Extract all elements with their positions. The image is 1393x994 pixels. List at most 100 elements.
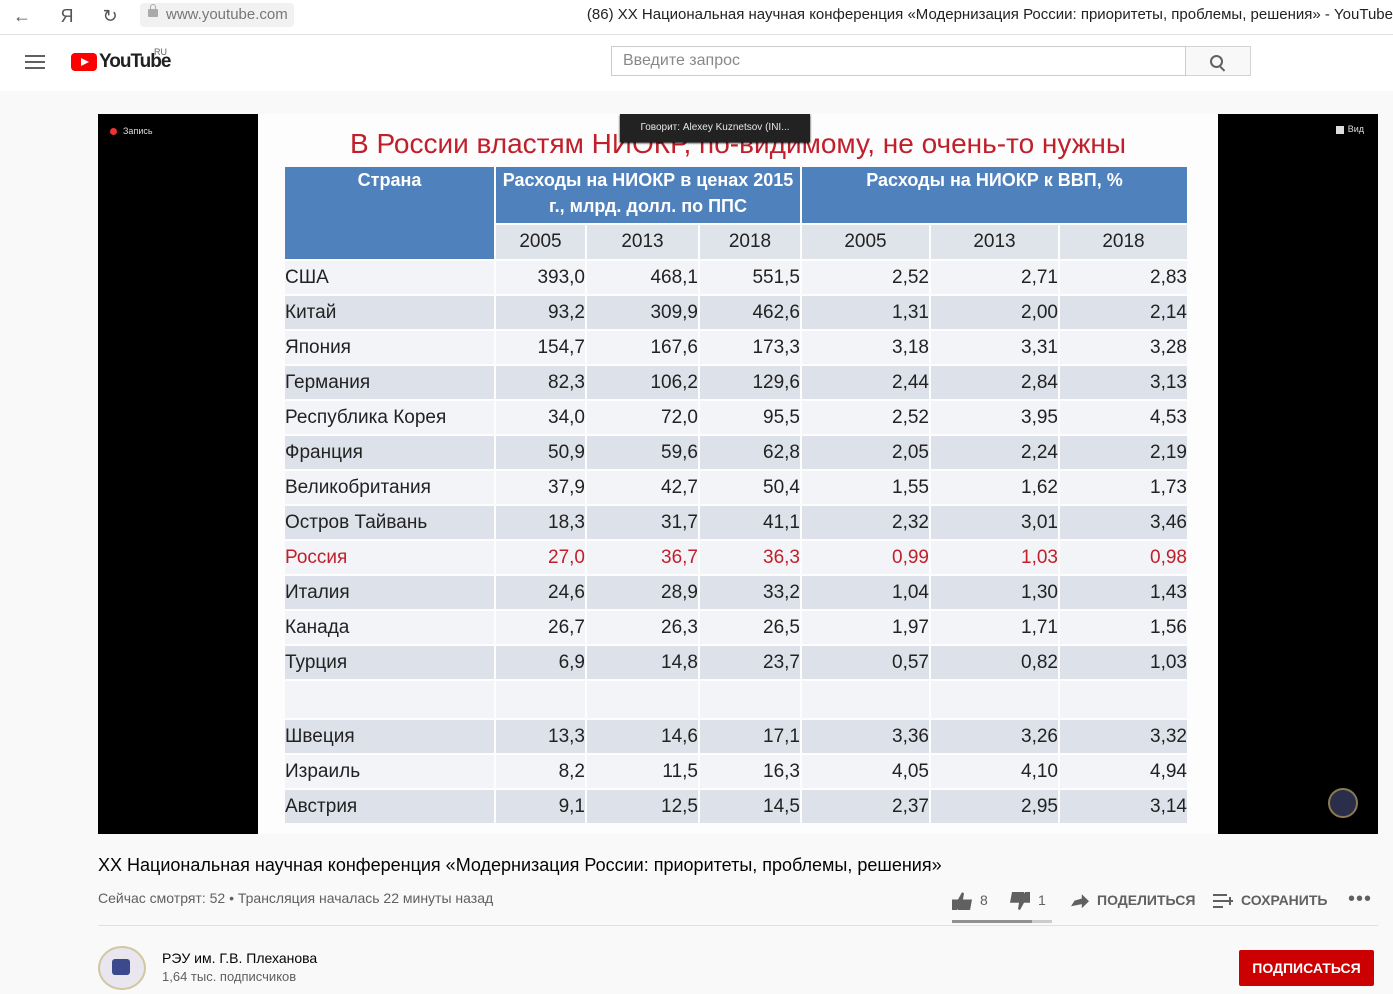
- playlist-add-icon: [1213, 894, 1233, 909]
- value-cell: 59,6: [587, 436, 698, 469]
- header-rnd-ppp: Расходы на НИОКР в ценах 2015 г., млрд. …: [496, 167, 800, 224]
- value-cell: 1,62: [931, 471, 1058, 504]
- share-label: ПОДЕЛИТЬСЯ: [1097, 892, 1196, 908]
- value-cell: 173,3: [700, 331, 800, 364]
- value-cell: 3,01: [931, 506, 1058, 539]
- value-cell: 167,6: [587, 331, 698, 364]
- dislike-count: 1: [1038, 892, 1046, 908]
- country-cell: Канада: [285, 611, 494, 644]
- table-row: Великобритания 37,9 42,7 50,4 1,55 1,62 1,73: [285, 471, 1187, 504]
- value-cell: 34,0: [496, 401, 585, 434]
- value-cell: 3,14: [1060, 790, 1187, 823]
- value-cell: 2,52: [802, 401, 929, 434]
- menu-icon[interactable]: [25, 55, 45, 69]
- dislike-button[interactable]: 1: [1010, 888, 1046, 912]
- value-cell: 37,9: [496, 471, 585, 504]
- value-cell: 93,2: [496, 296, 585, 329]
- value-cell: 24,6: [496, 576, 585, 609]
- table-row: Италия 24,6 28,9 33,2 1,04 1,30 1,43: [285, 576, 1187, 609]
- value-cell: 50,4: [700, 471, 800, 504]
- value-cell: 14,8: [587, 646, 698, 679]
- value-cell: 18,3: [496, 506, 585, 539]
- year-header-cell: 2018: [700, 225, 800, 259]
- thumbs-up-icon: [952, 892, 972, 911]
- youtube-header: YouTube RU Введите запрос: [0, 35, 1393, 91]
- yandex-icon[interactable]: Я: [60, 6, 74, 26]
- value-cell: [700, 681, 800, 718]
- search-button[interactable]: [1186, 46, 1251, 76]
- value-cell: 3,18: [802, 331, 929, 364]
- country-cell: Остров Тайвань: [285, 506, 494, 539]
- value-cell: 1,71: [931, 611, 1058, 644]
- address-bar-url: www.youtube.com: [166, 6, 288, 23]
- value-cell: 14,5: [700, 790, 800, 823]
- like-count: 8: [980, 892, 988, 908]
- back-arrow-icon[interactable]: ←: [13, 6, 31, 26]
- address-bar[interactable]: www.youtube.com: [140, 3, 294, 27]
- table-row: Остров Тайвань 18,3 31,7 41,1 2,32 3,01 3,46: [285, 506, 1187, 539]
- value-cell: 468,1: [587, 261, 698, 294]
- value-cell: 2,84: [931, 366, 1058, 399]
- value-cell: 4,94: [1060, 755, 1187, 788]
- video-title: XX Национальная научная конференция «Мод…: [98, 855, 942, 875]
- youtube-logo-text: YouTube: [99, 51, 171, 72]
- country-cell: США: [285, 261, 494, 294]
- country-cell: Россия: [285, 541, 494, 574]
- view-button[interactable]: Вид: [1335, 124, 1364, 134]
- value-cell: 17,1: [700, 720, 800, 753]
- value-cell: 2,95: [931, 790, 1058, 823]
- country-cell: Франция: [285, 436, 494, 469]
- divider: [98, 925, 1378, 926]
- value-cell: 26,7: [496, 611, 585, 644]
- like-button[interactable]: 8: [952, 888, 988, 912]
- reload-icon[interactable]: ↻: [102, 6, 118, 26]
- value-cell: 16,3: [700, 755, 800, 788]
- value-cell: 4,05: [802, 755, 929, 788]
- country-cell: Израиль: [285, 755, 494, 788]
- table-row: [285, 681, 1187, 718]
- grid-icon: [1335, 125, 1344, 134]
- value-cell: 1,43: [1060, 576, 1187, 609]
- table-row: Австрия 9,1 12,5 14,5 2,37 2,95 3,14: [285, 790, 1187, 823]
- value-cell: 129,6: [700, 366, 800, 399]
- value-cell: 50,9: [496, 436, 585, 469]
- share-button[interactable]: ПОДЕЛИТЬСЯ: [1071, 888, 1195, 912]
- value-cell: 1,31: [802, 296, 929, 329]
- value-cell: 26,3: [587, 611, 698, 644]
- value-cell: 2,24: [931, 436, 1058, 469]
- value-cell: 4,53: [1060, 401, 1187, 434]
- sentiment-bar: [952, 920, 1052, 923]
- share-icon: [1071, 894, 1089, 909]
- value-cell: 2,52: [802, 261, 929, 294]
- view-label: Вид: [1347, 124, 1364, 134]
- channel-name[interactable]: РЭУ им. Г.В. Плеханова: [162, 950, 318, 966]
- channel-avatar[interactable]: [98, 946, 146, 990]
- record-dot-icon: [110, 128, 117, 136]
- table-row: США 393,0 468,1 551,5 2,52 2,71 2,83: [285, 261, 1187, 294]
- value-cell: 3,32: [1060, 720, 1187, 753]
- search-input[interactable]: Введите запрос: [611, 46, 1186, 76]
- value-cell: 551,5: [700, 261, 800, 294]
- more-actions-icon[interactable]: •••: [1348, 888, 1373, 910]
- video-player[interactable]: Запись Вид В России властям НИОКР, по-ви…: [98, 114, 1378, 834]
- value-cell: 3,46: [1060, 506, 1187, 539]
- value-cell: 2,14: [1060, 296, 1187, 329]
- value-cell: 3,95: [931, 401, 1058, 434]
- table-row: Германия 82,3 106,2 129,6 2,44 2,84 3,13: [285, 366, 1187, 399]
- value-cell: 36,3: [700, 541, 800, 574]
- table-row: Канада 26,7 26,3 26,5 1,97 1,71 1,56: [285, 611, 1187, 644]
- country-cell: [285, 681, 494, 718]
- country-cell: Германия: [285, 366, 494, 399]
- value-cell: 1,03: [1060, 646, 1187, 679]
- save-button[interactable]: СОХРАНИТЬ: [1213, 888, 1327, 912]
- value-cell: 1,03: [931, 541, 1058, 574]
- table-row: Израиль 8,2 11,5 16,3 4,05 4,10 4,94: [285, 755, 1187, 788]
- subscribe-button[interactable]: ПОДПИСАТЬСЯ: [1239, 950, 1374, 986]
- sentiment-bar-fill: [952, 920, 1032, 923]
- value-cell: [587, 681, 698, 718]
- country-cell: Италия: [285, 576, 494, 609]
- value-cell: 8,2: [496, 755, 585, 788]
- value-cell: 2,19: [1060, 436, 1187, 469]
- value-cell: 1,97: [802, 611, 929, 644]
- value-cell: 12,5: [587, 790, 698, 823]
